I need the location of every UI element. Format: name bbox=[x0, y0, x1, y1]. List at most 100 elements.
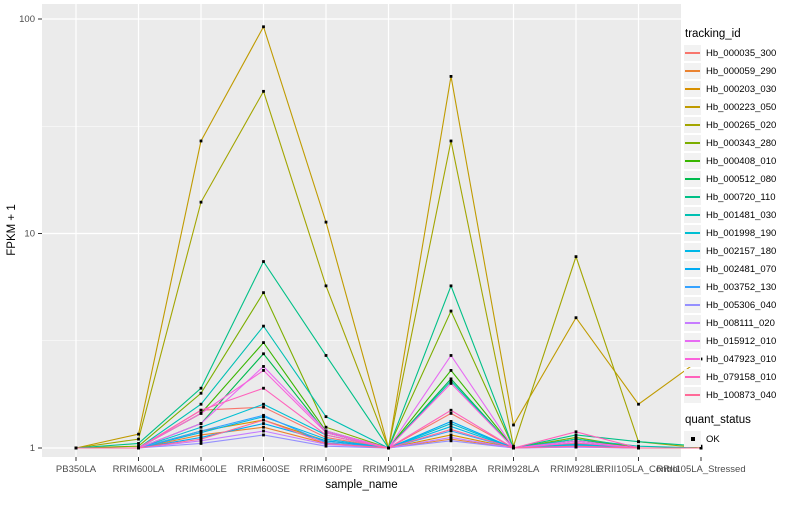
legend-item-label: OK bbox=[706, 433, 720, 445]
line-swatch-icon bbox=[685, 106, 700, 108]
data-point bbox=[574, 430, 578, 434]
legend-item-label: Hb_001998_190 bbox=[706, 227, 777, 239]
legend-item-label: Hb_002157_180 bbox=[706, 245, 777, 257]
data-point bbox=[262, 369, 265, 372]
line-swatch-icon bbox=[685, 232, 700, 234]
data-point bbox=[199, 200, 203, 204]
data-point bbox=[262, 260, 265, 263]
legend-item: Hb_047923_010 bbox=[684, 350, 798, 368]
legend-key bbox=[684, 315, 701, 331]
legend-key bbox=[684, 369, 701, 385]
data-point bbox=[324, 437, 328, 441]
data-point bbox=[449, 420, 453, 423]
line-swatch-icon bbox=[685, 394, 700, 396]
data-point bbox=[324, 433, 328, 437]
legend-key bbox=[684, 261, 701, 277]
data-point bbox=[199, 439, 203, 443]
data-point bbox=[449, 411, 453, 415]
legend-key bbox=[684, 279, 701, 295]
data-point bbox=[449, 309, 453, 313]
x-tick-label: RRIM600SE bbox=[237, 464, 290, 475]
x-tick-label: RRIM600LA bbox=[113, 464, 165, 475]
data-point bbox=[637, 446, 640, 450]
legend-item: Hb_002481_070 bbox=[684, 260, 798, 278]
data-point bbox=[449, 425, 453, 428]
data-point bbox=[324, 354, 328, 357]
data-point bbox=[449, 75, 453, 78]
legend-item-label: Hb_000265_020 bbox=[706, 119, 777, 131]
data-point bbox=[324, 284, 328, 288]
data-point bbox=[199, 411, 203, 415]
x-tick-label: RRIM928LA bbox=[488, 464, 540, 475]
legend-key bbox=[684, 207, 701, 223]
data-point bbox=[637, 440, 640, 444]
data-point bbox=[699, 444, 703, 448]
data-point bbox=[512, 444, 515, 448]
legend-item: Hb_079158_010 bbox=[684, 368, 798, 386]
legend-item-label: Hb_000035_300 bbox=[706, 47, 777, 59]
legend-item-label: Hb_000720_110 bbox=[706, 191, 776, 203]
data-point bbox=[449, 436, 453, 439]
data-point bbox=[324, 425, 328, 429]
data-point bbox=[137, 437, 140, 441]
data-point bbox=[449, 377, 453, 381]
data-point bbox=[574, 316, 578, 320]
x-tick-label: RRII105LA_Control bbox=[597, 464, 679, 475]
data-point bbox=[324, 431, 328, 434]
data-point bbox=[262, 365, 265, 368]
data-point bbox=[449, 382, 453, 385]
data-point bbox=[574, 433, 578, 437]
legend-item: Hb_000035_300 bbox=[684, 44, 798, 62]
line-swatch-icon bbox=[685, 52, 700, 54]
data-point bbox=[574, 255, 578, 259]
x-tick-label: RRIM600LE bbox=[175, 464, 227, 475]
data-point bbox=[574, 444, 578, 448]
legend-item-label: Hb_000223_050 bbox=[706, 101, 777, 113]
data-point bbox=[574, 436, 578, 439]
data-point bbox=[199, 429, 203, 433]
legend-item-label: Hb_079158_010 bbox=[706, 371, 777, 383]
line-swatch-icon bbox=[685, 376, 700, 378]
legend-title-tracking-id: tracking_id bbox=[685, 28, 741, 40]
data-point bbox=[387, 446, 390, 450]
legend-key bbox=[684, 153, 701, 169]
data-point bbox=[199, 442, 203, 445]
data-point bbox=[199, 408, 203, 412]
y-tick-label: 1 bbox=[30, 443, 35, 454]
line-swatch-icon bbox=[685, 88, 700, 90]
line-swatch-icon bbox=[685, 70, 700, 72]
data-point bbox=[262, 341, 265, 345]
quant-ok-key bbox=[684, 431, 701, 447]
line-swatch-icon bbox=[685, 322, 700, 324]
line-swatch-icon bbox=[685, 250, 700, 252]
legend-item-label: Hb_001481_030 bbox=[706, 209, 777, 221]
data-point bbox=[449, 433, 453, 437]
legend-item-label: Hb_000408_010 bbox=[706, 155, 777, 167]
x-axis-title: sample_name bbox=[325, 479, 398, 491]
data-point bbox=[262, 425, 265, 429]
data-point bbox=[262, 418, 265, 422]
legend-key bbox=[684, 225, 701, 241]
line-swatch-icon bbox=[685, 214, 700, 216]
legend-quant-status: quant_status OK bbox=[684, 414, 798, 448]
data-point bbox=[262, 413, 265, 417]
data-point bbox=[262, 429, 265, 433]
data-point bbox=[449, 354, 453, 357]
line-swatch-icon bbox=[685, 160, 700, 162]
line-swatch-icon bbox=[685, 268, 700, 270]
data-point bbox=[637, 444, 640, 448]
data-point bbox=[137, 442, 140, 445]
data-point bbox=[449, 408, 453, 412]
y-tick-label: 10 bbox=[24, 229, 35, 240]
data-point bbox=[199, 386, 203, 390]
line-swatch-icon bbox=[685, 304, 700, 306]
data-point bbox=[199, 437, 203, 441]
x-tick-label: PB350LA bbox=[56, 464, 97, 475]
data-point bbox=[199, 139, 203, 143]
data-point bbox=[262, 386, 265, 390]
line-swatch-icon bbox=[685, 178, 700, 180]
legend-item-label: Hb_000059_290 bbox=[706, 65, 777, 77]
black-square-point-icon bbox=[690, 437, 695, 441]
